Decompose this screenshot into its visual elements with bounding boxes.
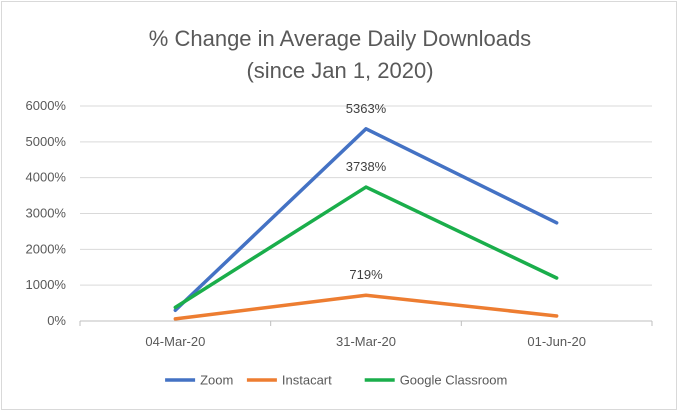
y-tick-label: 1000% [26, 277, 67, 292]
chart-title: % Change in Average Daily Downloads [149, 26, 531, 51]
series-lines [173, 127, 559, 321]
chart-subtitle: (since Jan 1, 2020) [246, 58, 433, 83]
data-label: 719% [349, 267, 383, 282]
y-tick-label: 5000% [26, 134, 67, 149]
series-line-google-classroom [173, 185, 559, 310]
x-tick-label: 01-Jun-20 [527, 334, 586, 349]
x-tick-label: 04-Mar-20 [145, 334, 205, 349]
legend-label: Google Classroom [400, 373, 508, 388]
y-tick-label: 3000% [26, 206, 67, 221]
y-tick-label: 6000% [26, 98, 67, 113]
series-line-zoom [173, 127, 559, 312]
legend-item-google-classroom: Google Classroom [364, 373, 508, 388]
data-label: 3738% [346, 159, 387, 174]
y-tick-label: 2000% [26, 241, 67, 256]
x-tick-label: 31-Mar-20 [336, 334, 396, 349]
data-label: 5363% [346, 101, 387, 116]
y-tick-label: 4000% [26, 170, 67, 185]
legend: Zoom Instacart Google Classroom [165, 373, 507, 388]
legend-item-instacart: Instacart [246, 373, 332, 388]
legend-label: Zoom [200, 373, 233, 388]
gridlines [80, 105, 652, 286]
legend-item-zoom: Zoom [165, 373, 233, 388]
series-line-instacart [173, 293, 559, 321]
data-labels: 5363% 3738% 719% [346, 101, 387, 282]
axes: 0% 1000% 2000% 3000% 4000% 5000% 6000% 04-Mar-2… [26, 98, 653, 349]
legend-label: Instacart [282, 373, 332, 388]
y-tick-label: 0% [47, 313, 66, 328]
